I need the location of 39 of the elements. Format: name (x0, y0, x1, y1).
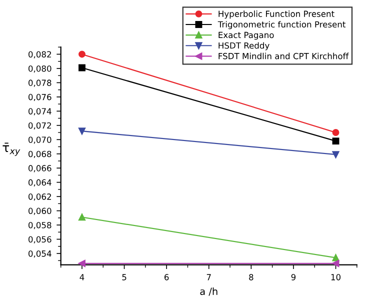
x-tick-label: 5 (122, 274, 126, 280)
point (78, 260, 86, 267)
point (332, 129, 340, 136)
y-tick-label: 0,076 (28, 94, 52, 102)
legend-label: Trigonometric function Present (218, 21, 346, 30)
legend-label: FSDT Mindlin and CPT Kirchhoff (218, 52, 349, 60)
y-tick-label: 0,070 (28, 136, 52, 144)
y-tick-label: 0,056 (28, 236, 52, 244)
point (78, 50, 86, 58)
legend-label: Hyperbolic Function Present (218, 10, 334, 19)
x-axis-title: a /h (200, 288, 218, 296)
x-tick-label: 6 (164, 274, 169, 280)
y-tick-label: 0,054 (28, 250, 52, 258)
y-tick-label: 0,074 (28, 108, 52, 116)
point (332, 151, 340, 158)
point (78, 128, 86, 135)
y-tick-label: 0,066 (28, 165, 52, 172)
y-tick-label: 0,078 (28, 80, 52, 87)
y-tick-label: 0,068 (28, 150, 52, 158)
x-tick-label: 10 (331, 274, 341, 280)
y-tick-label: 0,082 (28, 51, 51, 58)
y-tick-label: 0,080 (28, 65, 52, 73)
point (332, 254, 340, 262)
x-tick-label: 8 (249, 274, 254, 280)
point (332, 138, 340, 145)
y-axis-title: τ̄$_{xy}$ (2, 142, 20, 156)
x-tick-label: 4 (80, 274, 84, 280)
point (78, 214, 86, 221)
y-tick-label: 0,064 (28, 179, 52, 186)
y-tick-label: 0,058 (28, 222, 52, 230)
y-tick-label: 0,062 (28, 194, 51, 201)
legend-label: HSDT Reddy (218, 42, 270, 50)
y-tick-label: 0,060 (28, 208, 52, 215)
x-tick-label: 7 (206, 274, 211, 280)
point (78, 64, 86, 72)
x-tick-label: 9 (291, 274, 296, 280)
point (332, 260, 340, 267)
legend-label: Exact Pagano (218, 32, 274, 40)
y-tick-label: 0,072 (28, 122, 51, 130)
